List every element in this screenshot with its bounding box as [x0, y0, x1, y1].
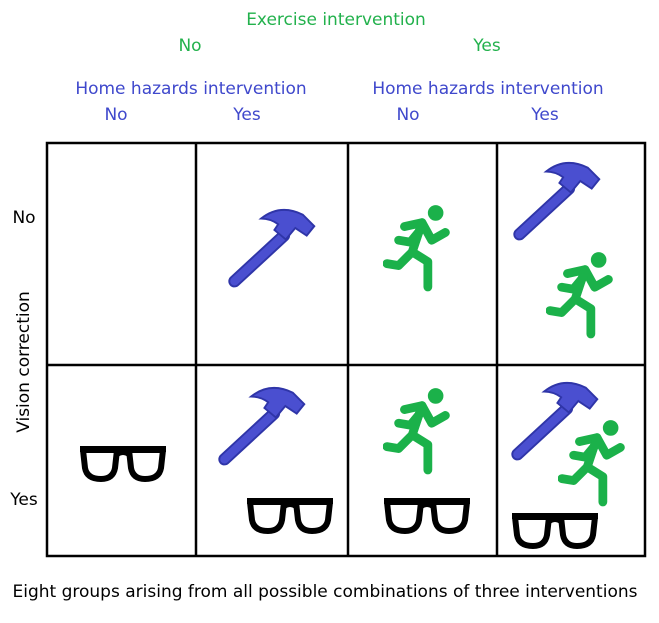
runner-icon	[562, 420, 621, 502]
vision-title: Vision correction	[14, 291, 34, 433]
home-hazards-level: Yes	[530, 105, 559, 125]
hammer-icon	[235, 210, 315, 281]
home-hazards-level: Yes	[232, 105, 261, 125]
hammer-icon	[225, 388, 305, 459]
icons	[80, 163, 620, 546]
grid	[45, 141, 647, 558]
home-hazards-title: Home hazards intervention	[372, 79, 603, 99]
hammer-icon	[520, 163, 600, 234]
runner-icon	[550, 252, 609, 334]
glasses-icon	[384, 501, 470, 531]
exercise-level: Yes	[472, 36, 501, 56]
runner-icon	[387, 388, 446, 470]
glasses-icon	[80, 449, 166, 479]
home-hazards-level: No	[104, 105, 127, 125]
home-hazards-level: No	[396, 105, 419, 125]
exercise-title: Exercise intervention	[246, 10, 426, 30]
vision-level: No	[12, 208, 35, 228]
home-hazards-title: Home hazards intervention	[75, 79, 306, 99]
glasses-icon	[512, 516, 598, 546]
runner-icon	[387, 205, 446, 287]
vision-level: Yes	[9, 490, 38, 510]
exercise-level: No	[178, 36, 201, 56]
glasses-icon	[247, 501, 333, 531]
caption: Eight groups arising from all possible c…	[13, 582, 638, 602]
